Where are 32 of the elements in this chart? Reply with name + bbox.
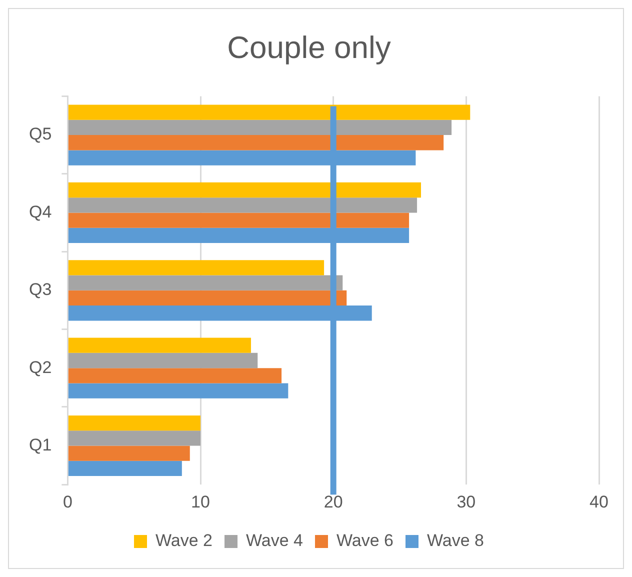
bar — [68, 460, 182, 476]
bar — [68, 338, 251, 353]
legend-label: Wave 8 — [427, 531, 484, 550]
bar — [68, 260, 324, 276]
bar — [68, 198, 418, 213]
y-tick-label: Q5 — [28, 124, 52, 144]
y-tick-label: Q2 — [28, 358, 52, 377]
y-tick-label: Q4 — [28, 202, 52, 222]
bar — [68, 212, 410, 228]
chart-title: Couple only — [227, 30, 392, 66]
x-tick-label: 10 — [191, 492, 210, 512]
bar — [68, 368, 282, 384]
bar — [68, 415, 201, 431]
bar — [68, 430, 201, 446]
bar — [68, 290, 347, 306]
bar — [68, 383, 288, 398]
bar — [68, 275, 343, 290]
legend-label: Wave 6 — [336, 531, 394, 550]
x-tick-label: 40 — [590, 492, 608, 512]
y-tick-label: Q1 — [28, 435, 52, 454]
bar — [68, 104, 470, 120]
bar — [68, 446, 190, 461]
bar — [68, 352, 258, 368]
x-tick-label: 20 — [324, 492, 343, 512]
bar — [68, 182, 422, 198]
legend-label: Wave 2 — [155, 531, 213, 550]
legend-label: Wave 4 — [246, 531, 304, 550]
y-tick-label: Q3 — [28, 280, 52, 300]
x-tick-label: 0 — [62, 492, 72, 512]
bar — [68, 120, 452, 136]
x-tick-label: 30 — [456, 492, 476, 512]
bar — [68, 135, 444, 150]
